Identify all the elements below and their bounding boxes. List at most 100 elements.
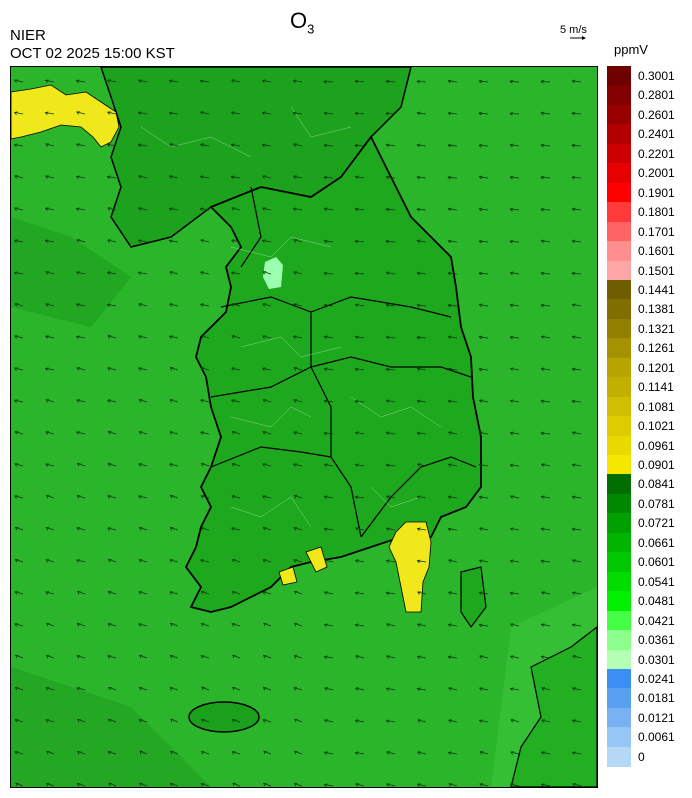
wind-arrow-head (137, 143, 142, 148)
wind-arrow (541, 463, 551, 467)
wind-arrow-head (44, 79, 49, 84)
wind-arrow-head (107, 495, 112, 499)
wind-arrow-head (230, 399, 235, 403)
wind-arrow (355, 687, 365, 691)
wind-arrow-head (509, 527, 514, 532)
wind-arrow (324, 559, 334, 563)
wind-arrow-head (509, 239, 514, 244)
legend-label: 0.1501 (638, 263, 675, 278)
wind-arrow-head (509, 367, 514, 371)
wind-arrow-head (447, 175, 452, 180)
wind-arrow (417, 400, 427, 403)
wind-arrow-head (292, 79, 297, 84)
province-boundary (210, 356, 472, 398)
high-ozone-zone (305, 546, 328, 573)
wind-arrow-head (76, 399, 81, 403)
wind-arrow-head (200, 367, 205, 371)
wind-arrow (355, 624, 365, 627)
wind-arrow (355, 368, 365, 371)
wind-arrow (510, 592, 520, 595)
wind-arrow-head (46, 622, 50, 627)
wind-arrow (510, 688, 520, 691)
wind-arrow-head (571, 239, 576, 244)
wind-arrow (572, 624, 582, 627)
wind-arrow (541, 176, 551, 179)
unit-label: ppmV (614, 42, 648, 57)
wind-arrow-head (231, 686, 236, 691)
wind-arrow-head (447, 623, 452, 628)
legend-label: 0.2001 (638, 166, 675, 181)
wind-arrow-head (107, 335, 112, 339)
wind-arrow (45, 463, 55, 467)
wind-arrow (169, 175, 179, 179)
wind-arrow (76, 527, 86, 531)
wind-arrow-head (478, 207, 483, 212)
legend-swatch (607, 591, 631, 612)
wind-arrow-head (324, 719, 328, 723)
wind-arrow-head (540, 207, 544, 212)
wind-arrow-head (107, 399, 111, 403)
wind-scale: 5 m/s (560, 24, 600, 41)
wind-arrow-head (200, 463, 205, 467)
wind-arrow (417, 336, 427, 339)
wind-arrow-head (416, 687, 421, 692)
wind-arrow-head (540, 399, 545, 404)
wind-arrow-head (323, 399, 328, 404)
wind-arrow-head (231, 591, 236, 595)
wind-arrow-head (541, 719, 545, 723)
wind-arrow-head (76, 687, 81, 691)
wind-arrow-head (293, 495, 298, 499)
japan-coast (510, 626, 597, 787)
wind-arrow-head (138, 303, 143, 307)
wind-arrow-head (416, 495, 421, 500)
high-ozone-zone (11, 84, 120, 148)
wind-arrow-head (45, 399, 50, 403)
wind-arrow (231, 399, 241, 403)
wind-arrow (386, 527, 396, 531)
legend-swatch (607, 688, 631, 709)
wind-arrow (200, 111, 210, 115)
wind-arrow (448, 752, 458, 755)
legend-label: 0.1601 (638, 244, 675, 259)
legend-swatch (607, 124, 631, 145)
wind-arrow (138, 463, 148, 467)
wind-arrow-head (385, 559, 390, 564)
wind-arrow (262, 431, 272, 435)
wind-arrow-head (76, 495, 81, 499)
wind-arrow (76, 208, 86, 211)
wind-arrow (324, 400, 334, 403)
wind-arrow-head (262, 463, 266, 467)
wind-arrow-head (45, 719, 50, 723)
wind-arrow-head (572, 783, 577, 787)
wind-arrow-head (571, 335, 576, 340)
wind-arrow (448, 80, 458, 83)
wind-arrow-head (385, 431, 390, 436)
wind-arrow (45, 143, 55, 147)
wind-arrow (231, 239, 241, 243)
wind-arrow (76, 303, 86, 307)
wind-arrow-head (572, 655, 577, 659)
wind-arrow-head (385, 239, 390, 244)
wind-arrow-head (200, 111, 204, 115)
wind-arrow-head (45, 559, 50, 563)
wind-arrow (541, 656, 551, 659)
wind-arrow (448, 304, 458, 307)
wind-arrow-head (571, 143, 576, 148)
wind-arrow-head (138, 399, 143, 403)
wind-arrow-head (231, 431, 236, 435)
wind-arrow (324, 496, 334, 499)
wind-arrow-head (261, 79, 266, 83)
wind-arrow (324, 687, 334, 691)
wind-arrow-head (14, 495, 18, 499)
wind-arrow (355, 304, 365, 307)
wind-arrow-head (478, 303, 483, 308)
wind-arrow-head (261, 239, 266, 244)
wind-arrow-head (76, 463, 81, 467)
wind-arrow-head (572, 687, 576, 691)
legend-swatch (607, 552, 631, 573)
wind-arrow (355, 719, 365, 723)
wind-arrow (510, 495, 520, 499)
legend-label: 0.0061 (638, 730, 675, 745)
wind-arrow-head (169, 271, 174, 275)
wind-arrow (200, 271, 210, 275)
